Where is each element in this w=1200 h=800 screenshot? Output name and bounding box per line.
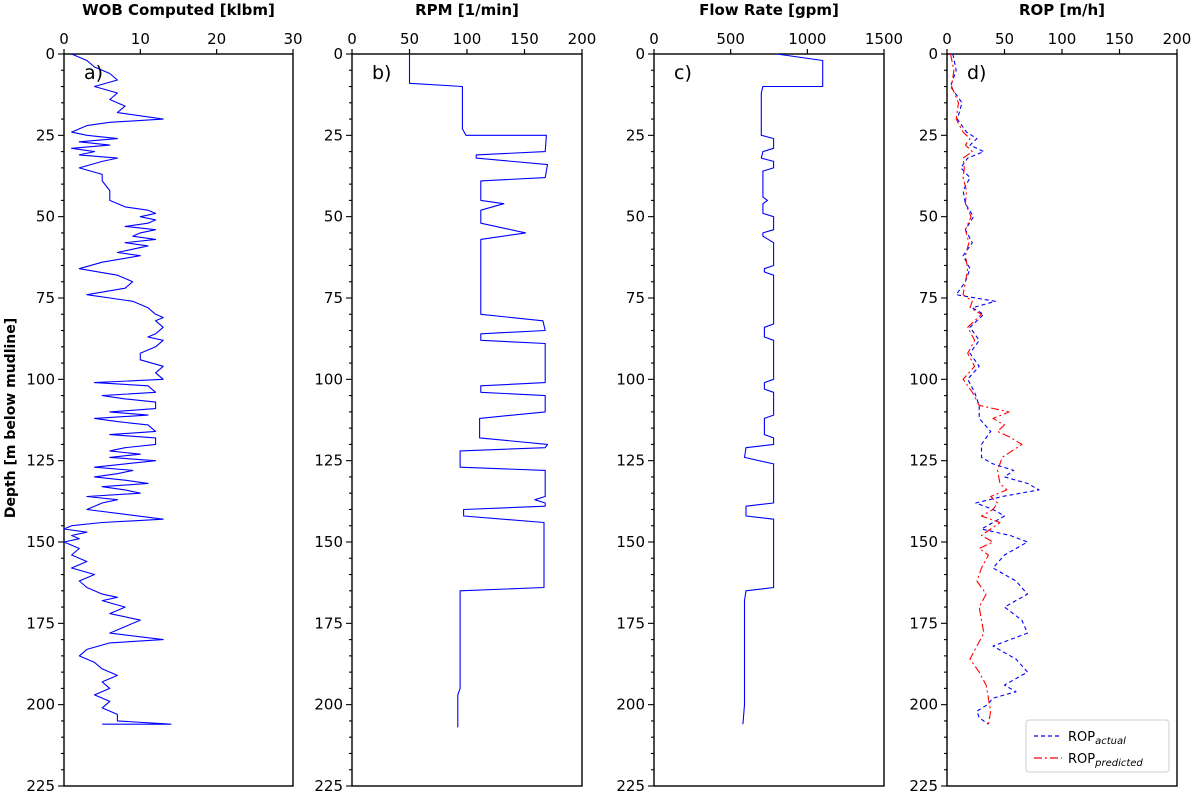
series-line-1 — [63, 53, 172, 725]
y-axis-label: Depth [m below mudline] — [3, 318, 19, 518]
plot-frame — [351, 53, 583, 787]
series-line-1 — [408, 54, 549, 728]
panels: WOB Computed [klbm] 0 10 20 30 0 25 50 75 100 125 1… — [26, 1, 1191, 795]
series-line-1 — [742, 53, 824, 725]
y-tick-label: 25 — [324, 126, 343, 144]
y-tick-label: 125 — [26, 452, 55, 470]
y-tick-label: 125 — [909, 452, 938, 470]
y-tick-label: 75 — [919, 289, 938, 307]
x-tick-label: 50 — [995, 30, 1014, 48]
plot-frame — [653, 53, 885, 787]
legend-box — [1025, 719, 1170, 773]
series-line-2 — [949, 53, 1023, 725]
plot-frame — [63, 53, 294, 787]
y-tick-label: 50 — [919, 208, 938, 226]
y-tick-label: 0 — [928, 45, 938, 63]
y-tick-label: 100 — [26, 370, 55, 388]
x-tick-label: 150 — [1105, 30, 1134, 48]
y-tick-label: 0 — [45, 45, 55, 63]
y-tick-label: 175 — [909, 614, 938, 632]
y-tick-label: 150 — [909, 533, 938, 551]
panel-label: a) — [84, 62, 103, 84]
x-tick-label: 100 — [1048, 30, 1077, 48]
x-tick-label: 100 — [453, 30, 482, 48]
y-tick-label: 0 — [635, 45, 645, 63]
legend-label: ROPpredicted — [1068, 752, 1143, 769]
y-tick-label: 150 — [26, 533, 55, 551]
y-tick-label: 225 — [616, 777, 645, 795]
y-tick-label: 175 — [616, 614, 645, 632]
y-tick-label: 200 — [26, 696, 55, 714]
y-tick-label: 175 — [26, 614, 55, 632]
y-tick-label: 200 — [616, 696, 645, 714]
x-tick-label: 50 — [400, 30, 419, 48]
x-tick-label: 30 — [283, 30, 302, 48]
legend: ROPactual ROPpredicted — [1025, 719, 1170, 773]
y-tick-label: 225 — [26, 777, 55, 795]
panel-2: RPM [1/min] 0 50 100 150 200 0 25 50 75 100 125 150 1… — [314, 1, 596, 795]
y-tick-label: 100 — [909, 370, 938, 388]
panel-3: Flow Rate [gpm] 0 500 1000 1500 0 25 50 75 100 125… — [616, 1, 903, 795]
panel-4: ROP [m/h] 0 50 100 150 200 0 25 50 75 100 125 150 175… — [909, 1, 1191, 795]
x-tick-label: 500 — [716, 30, 745, 48]
x-tick-label: 150 — [510, 30, 539, 48]
panel-1: WOB Computed [klbm] 0 10 20 30 0 25 50 75 100 125 1… — [26, 1, 302, 795]
y-tick-label: 200 — [314, 696, 343, 714]
panel-title: Flow Rate [gpm] — [699, 1, 839, 19]
panel-title: RPM [1/min] — [415, 1, 519, 19]
panel-title: WOB Computed [klbm] — [82, 1, 275, 19]
y-tick-label: 25 — [919, 126, 938, 144]
x-tick-label: 0 — [59, 30, 69, 48]
x-tick-label: 20 — [207, 30, 226, 48]
x-tick-label: 200 — [568, 30, 597, 48]
y-tick-label: 100 — [314, 370, 343, 388]
y-tick-label: 100 — [616, 370, 645, 388]
y-tick-label: 225 — [909, 777, 938, 795]
y-tick-label: 150 — [314, 533, 343, 551]
x-tick-label: 0 — [942, 30, 952, 48]
panel-label: d) — [967, 62, 986, 84]
y-tick-label: 75 — [36, 289, 55, 307]
y-tick-label: 150 — [616, 533, 645, 551]
y-tick-label: 225 — [314, 777, 343, 795]
panel-label: b) — [372, 62, 391, 84]
y-tick-label: 0 — [333, 45, 343, 63]
x-tick-label: 1000 — [788, 30, 826, 48]
y-tick-label: 50 — [36, 208, 55, 226]
x-tick-label: 0 — [649, 30, 659, 48]
y-tick-label: 75 — [324, 289, 343, 307]
x-tick-label: 0 — [347, 30, 357, 48]
y-tick-label: 50 — [324, 208, 343, 226]
x-tick-label: 200 — [1163, 30, 1192, 48]
y-tick-label: 75 — [626, 289, 645, 307]
x-tick-label: 10 — [131, 30, 150, 48]
x-tick-label: 1500 — [865, 30, 903, 48]
y-tick-label: 175 — [314, 614, 343, 632]
y-tick-label: 50 — [626, 208, 645, 226]
y-tick-label: 25 — [36, 126, 55, 144]
y-tick-label: 200 — [909, 696, 938, 714]
panel-label: c) — [674, 62, 692, 84]
series-line-1 — [949, 53, 1040, 725]
y-tick-label: 125 — [616, 452, 645, 470]
y-tick-label: 25 — [626, 126, 645, 144]
legend-label: ROPactual — [1068, 730, 1126, 747]
panel-title: ROP [m/h] — [1019, 1, 1105, 19]
y-tick-label: 125 — [314, 452, 343, 470]
